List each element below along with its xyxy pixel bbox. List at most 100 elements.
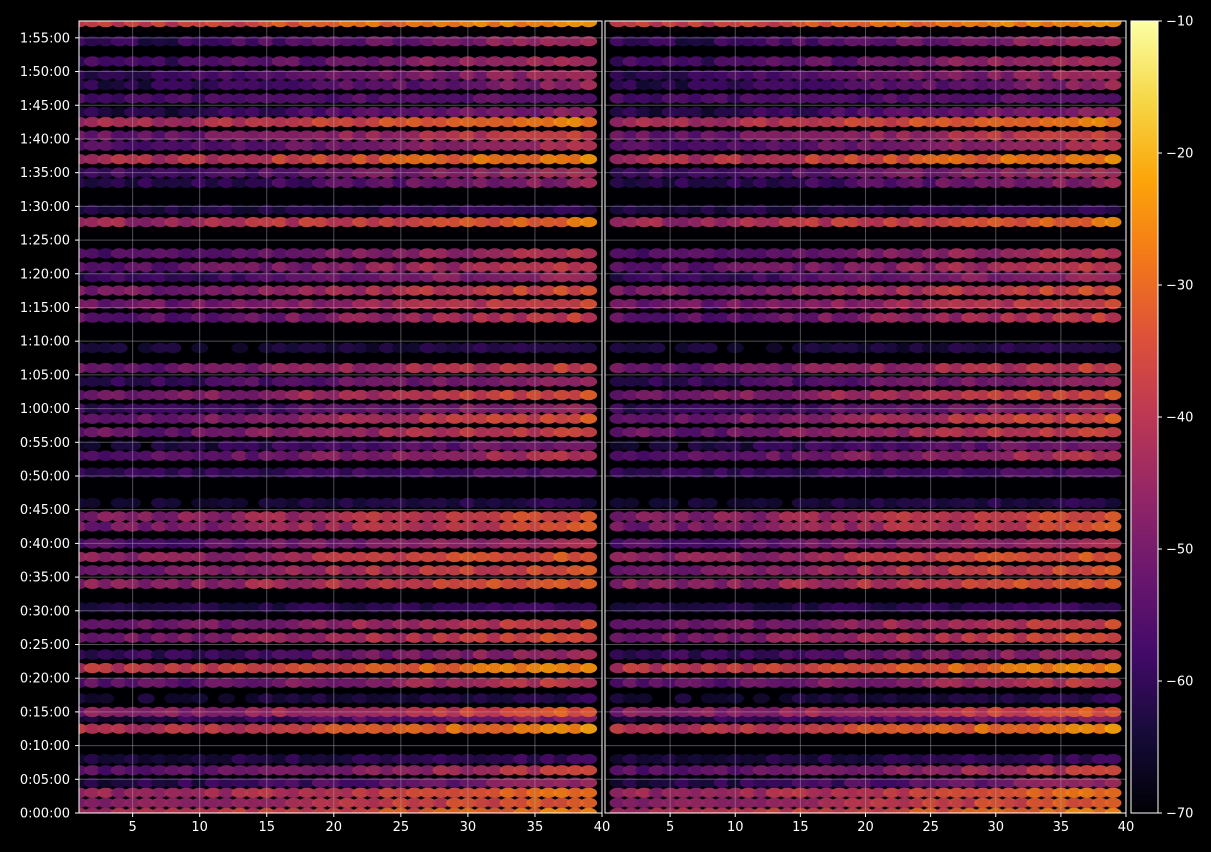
heatmap-cell: [352, 649, 370, 660]
heatmap-cell: [539, 551, 557, 563]
heatmap-cell: [513, 765, 530, 776]
heatmap-cell: [1000, 271, 1018, 283]
heatmap-cell: [870, 797, 887, 809]
heatmap-cell: [311, 216, 329, 228]
heatmap-cell: [739, 450, 757, 461]
heatmap-cell: [922, 140, 940, 151]
heatmap-cell: [844, 298, 861, 310]
heatmap-cell: [110, 106, 128, 118]
heatmap-cell: [472, 765, 490, 776]
heatmap-cell: [177, 467, 195, 478]
heatmap-cell: [870, 271, 887, 283]
heatmap-cell: [622, 467, 640, 478]
heatmap-cell: [1065, 511, 1083, 522]
heatmap-cell: [1104, 376, 1122, 387]
heatmap-cell: [700, 807, 718, 813]
heatmap-cell: [352, 342, 370, 354]
heatmap-cell: [258, 248, 276, 259]
heatmap-cell: [271, 807, 289, 813]
heatmap-cell: [499, 342, 517, 354]
heatmap-cell: [648, 312, 666, 323]
heatmap-cell: [726, 216, 744, 228]
heatmap-cell: [635, 204, 653, 215]
heatmap-cell: [804, 511, 822, 522]
heatmap-cell: [405, 69, 423, 81]
heatmap-cell: [674, 204, 692, 215]
heatmap-cell: [726, 538, 744, 549]
heatmap-cell: [778, 797, 796, 809]
heatmap-cell: [609, 797, 627, 809]
heatmap-cell: [844, 787, 861, 798]
heatmap-cell: [831, 93, 848, 104]
heatmap-cell: [778, 619, 796, 630]
heatmap-cell: [446, 362, 463, 374]
heatmap-cell: [137, 167, 155, 178]
heatmap-cell: [338, 389, 356, 401]
heatmap-cell: [1065, 69, 1083, 81]
heatmap-cell: [713, 106, 731, 118]
heatmap-cell: [325, 427, 343, 438]
heatmap-cell: [378, 93, 396, 104]
heatmap-cell: [1091, 807, 1109, 813]
heatmap-cell: [700, 649, 718, 660]
heatmap-cell: [378, 521, 396, 532]
heatmap-cell: [804, 389, 822, 401]
heatmap-cell: [137, 271, 155, 283]
heatmap-cell: [110, 511, 128, 522]
heatmap-cell: [974, 602, 992, 613]
heatmap-cell: [739, 511, 757, 522]
heatmap-cell: [392, 467, 410, 478]
heatmap-cell: [177, 216, 195, 228]
heatmap-cell: [609, 706, 627, 718]
x-tick-label: 25: [922, 820, 939, 835]
heatmap-cell: [204, 177, 222, 188]
heatmap-cell: [218, 130, 235, 141]
heatmap-cell: [459, 261, 477, 273]
heatmap-cell: [151, 389, 168, 401]
heatmap-cell: [177, 130, 195, 141]
heatmap-cell: [244, 204, 262, 215]
heatmap-cell: [896, 116, 914, 128]
heatmap-cell: [844, 36, 861, 47]
heatmap-cell: [1013, 69, 1031, 81]
heatmap-cell: [580, 787, 598, 798]
heatmap-cell: [244, 677, 262, 688]
heatmap-cell: [817, 797, 835, 809]
heatmap-cell: [804, 93, 822, 104]
heatmap-cell: [896, 511, 914, 522]
heatmap-cell: [271, 467, 289, 478]
heatmap-cell: [177, 521, 195, 532]
heatmap-cell: [1065, 551, 1083, 563]
heatmap-cell: [97, 723, 115, 734]
heatmap-cell: [164, 285, 182, 296]
heatmap-cell: [526, 753, 544, 765]
heatmap-cell: [883, 693, 900, 704]
heatmap-cell: [499, 413, 517, 424]
heatmap-cell: [486, 248, 504, 259]
heatmap-cell: [622, 248, 640, 259]
heatmap-cell: [218, 551, 235, 563]
heatmap-cell: [419, 271, 437, 283]
heatmap-cell: [258, 777, 276, 788]
heatmap-cell: [765, 79, 783, 91]
heatmap-cell: [1052, 154, 1070, 165]
heatmap-cell: [459, 632, 477, 643]
heatmap-cell: [378, 777, 396, 788]
heatmap-cell: [857, 21, 874, 28]
heatmap-cell: [405, 106, 423, 118]
heatmap-cell: [110, 56, 128, 67]
heatmap-cell: [831, 693, 848, 704]
heatmap-cell: [164, 204, 182, 215]
heatmap-cell: [432, 753, 450, 765]
heatmap-cell: [987, 693, 1005, 704]
heatmap-cell: [124, 521, 142, 532]
heatmap-cell: [405, 216, 423, 228]
heatmap-cell: [622, 807, 640, 813]
heatmap-cell: [948, 497, 966, 509]
heatmap-cell: [191, 106, 209, 118]
heatmap-cell: [164, 807, 182, 813]
heatmap-cell: [804, 204, 822, 215]
heatmap-cell: [419, 521, 437, 532]
heatmap-cell: [752, 521, 770, 532]
heatmap-cell: [883, 403, 900, 414]
